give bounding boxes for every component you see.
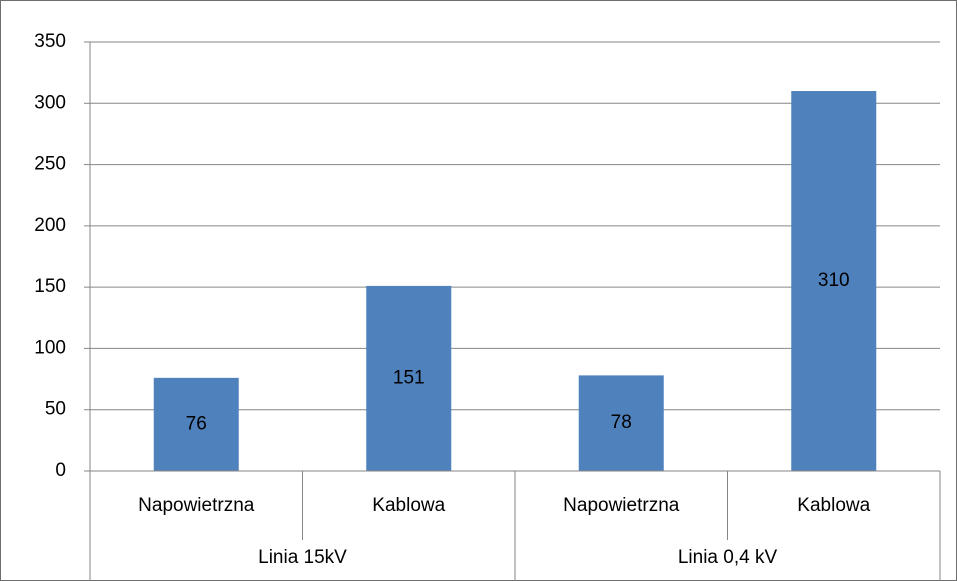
- data-label: 78: [611, 412, 632, 433]
- x-tick-label: Kablowa: [797, 495, 870, 516]
- x-tick-label: Napowietrzna: [563, 495, 680, 516]
- bar: [366, 285, 452, 471]
- y-tick-label: 150: [34, 276, 66, 297]
- y-tick-label: 250: [34, 154, 66, 175]
- y-tick-label: 0: [55, 460, 66, 481]
- group-label: Linia 15kV: [258, 547, 347, 568]
- y-tick-label: 300: [34, 92, 66, 113]
- group-label: Linia 0,4 kV: [678, 547, 778, 568]
- y-tick-label: 100: [34, 337, 66, 358]
- bar: [578, 375, 664, 471]
- bar: [153, 377, 239, 471]
- x-tick-label: Napowietrzna: [138, 495, 255, 516]
- y-tick-label: 200: [34, 215, 66, 236]
- x-tick-label: Kablowa: [372, 495, 445, 516]
- data-label: 76: [186, 413, 207, 434]
- data-label: 310: [818, 270, 850, 291]
- bar: [791, 91, 877, 472]
- y-tick-label: 50: [45, 399, 66, 420]
- data-label: 151: [393, 367, 425, 388]
- y-tick-label: 350: [34, 31, 66, 52]
